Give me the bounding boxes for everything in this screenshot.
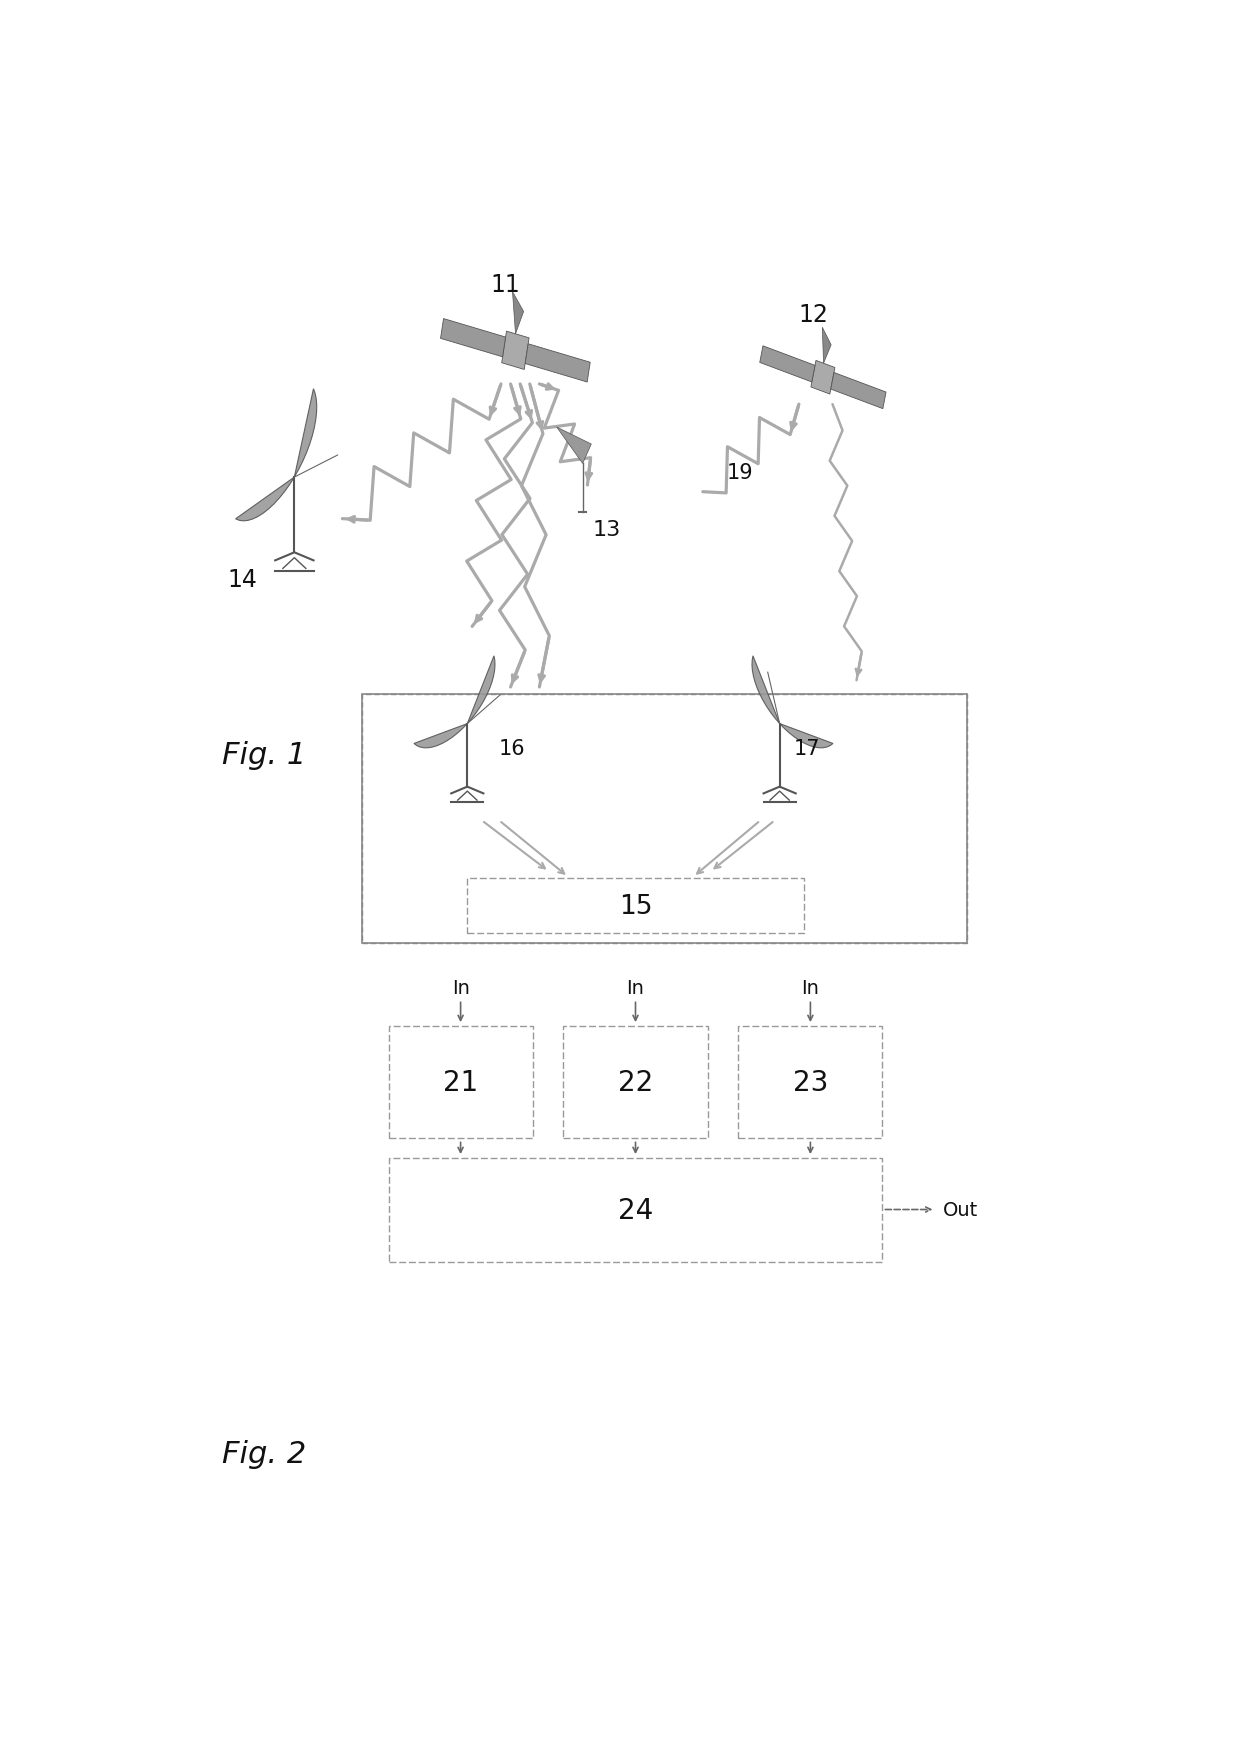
Text: 19: 19 [727,463,754,482]
Text: 16: 16 [498,739,526,759]
Bar [362,694,967,944]
Bar [467,879,804,933]
Polygon shape [822,329,831,364]
Text: 11: 11 [491,273,521,297]
Text: 21: 21 [443,1068,479,1096]
Text: 24: 24 [618,1196,653,1224]
Bar [563,1026,708,1138]
Polygon shape [811,362,835,395]
Polygon shape [526,344,590,383]
Text: 14: 14 [227,568,257,591]
Polygon shape [760,346,815,383]
Text: Fig. 1: Fig. 1 [222,741,306,769]
Polygon shape [751,657,833,748]
Text: In: In [626,979,645,996]
Text: In: In [451,979,470,996]
Bar [388,1159,883,1262]
Text: In: In [801,979,820,996]
Polygon shape [512,292,523,334]
Text: 22: 22 [618,1068,653,1096]
Text: Fig. 2: Fig. 2 [222,1439,306,1468]
Text: 17: 17 [794,739,821,759]
Text: 23: 23 [792,1068,828,1096]
Text: Out: Out [944,1201,978,1220]
Bar [388,1026,533,1138]
Polygon shape [557,428,591,465]
Text: 12: 12 [799,302,828,327]
Polygon shape [831,374,887,409]
Polygon shape [236,390,316,521]
Bar [362,694,967,944]
Polygon shape [502,332,529,371]
Text: 13: 13 [593,519,620,540]
Text: 15: 15 [619,893,652,919]
Polygon shape [414,657,495,748]
Bar [738,1026,883,1138]
Polygon shape [440,320,506,358]
